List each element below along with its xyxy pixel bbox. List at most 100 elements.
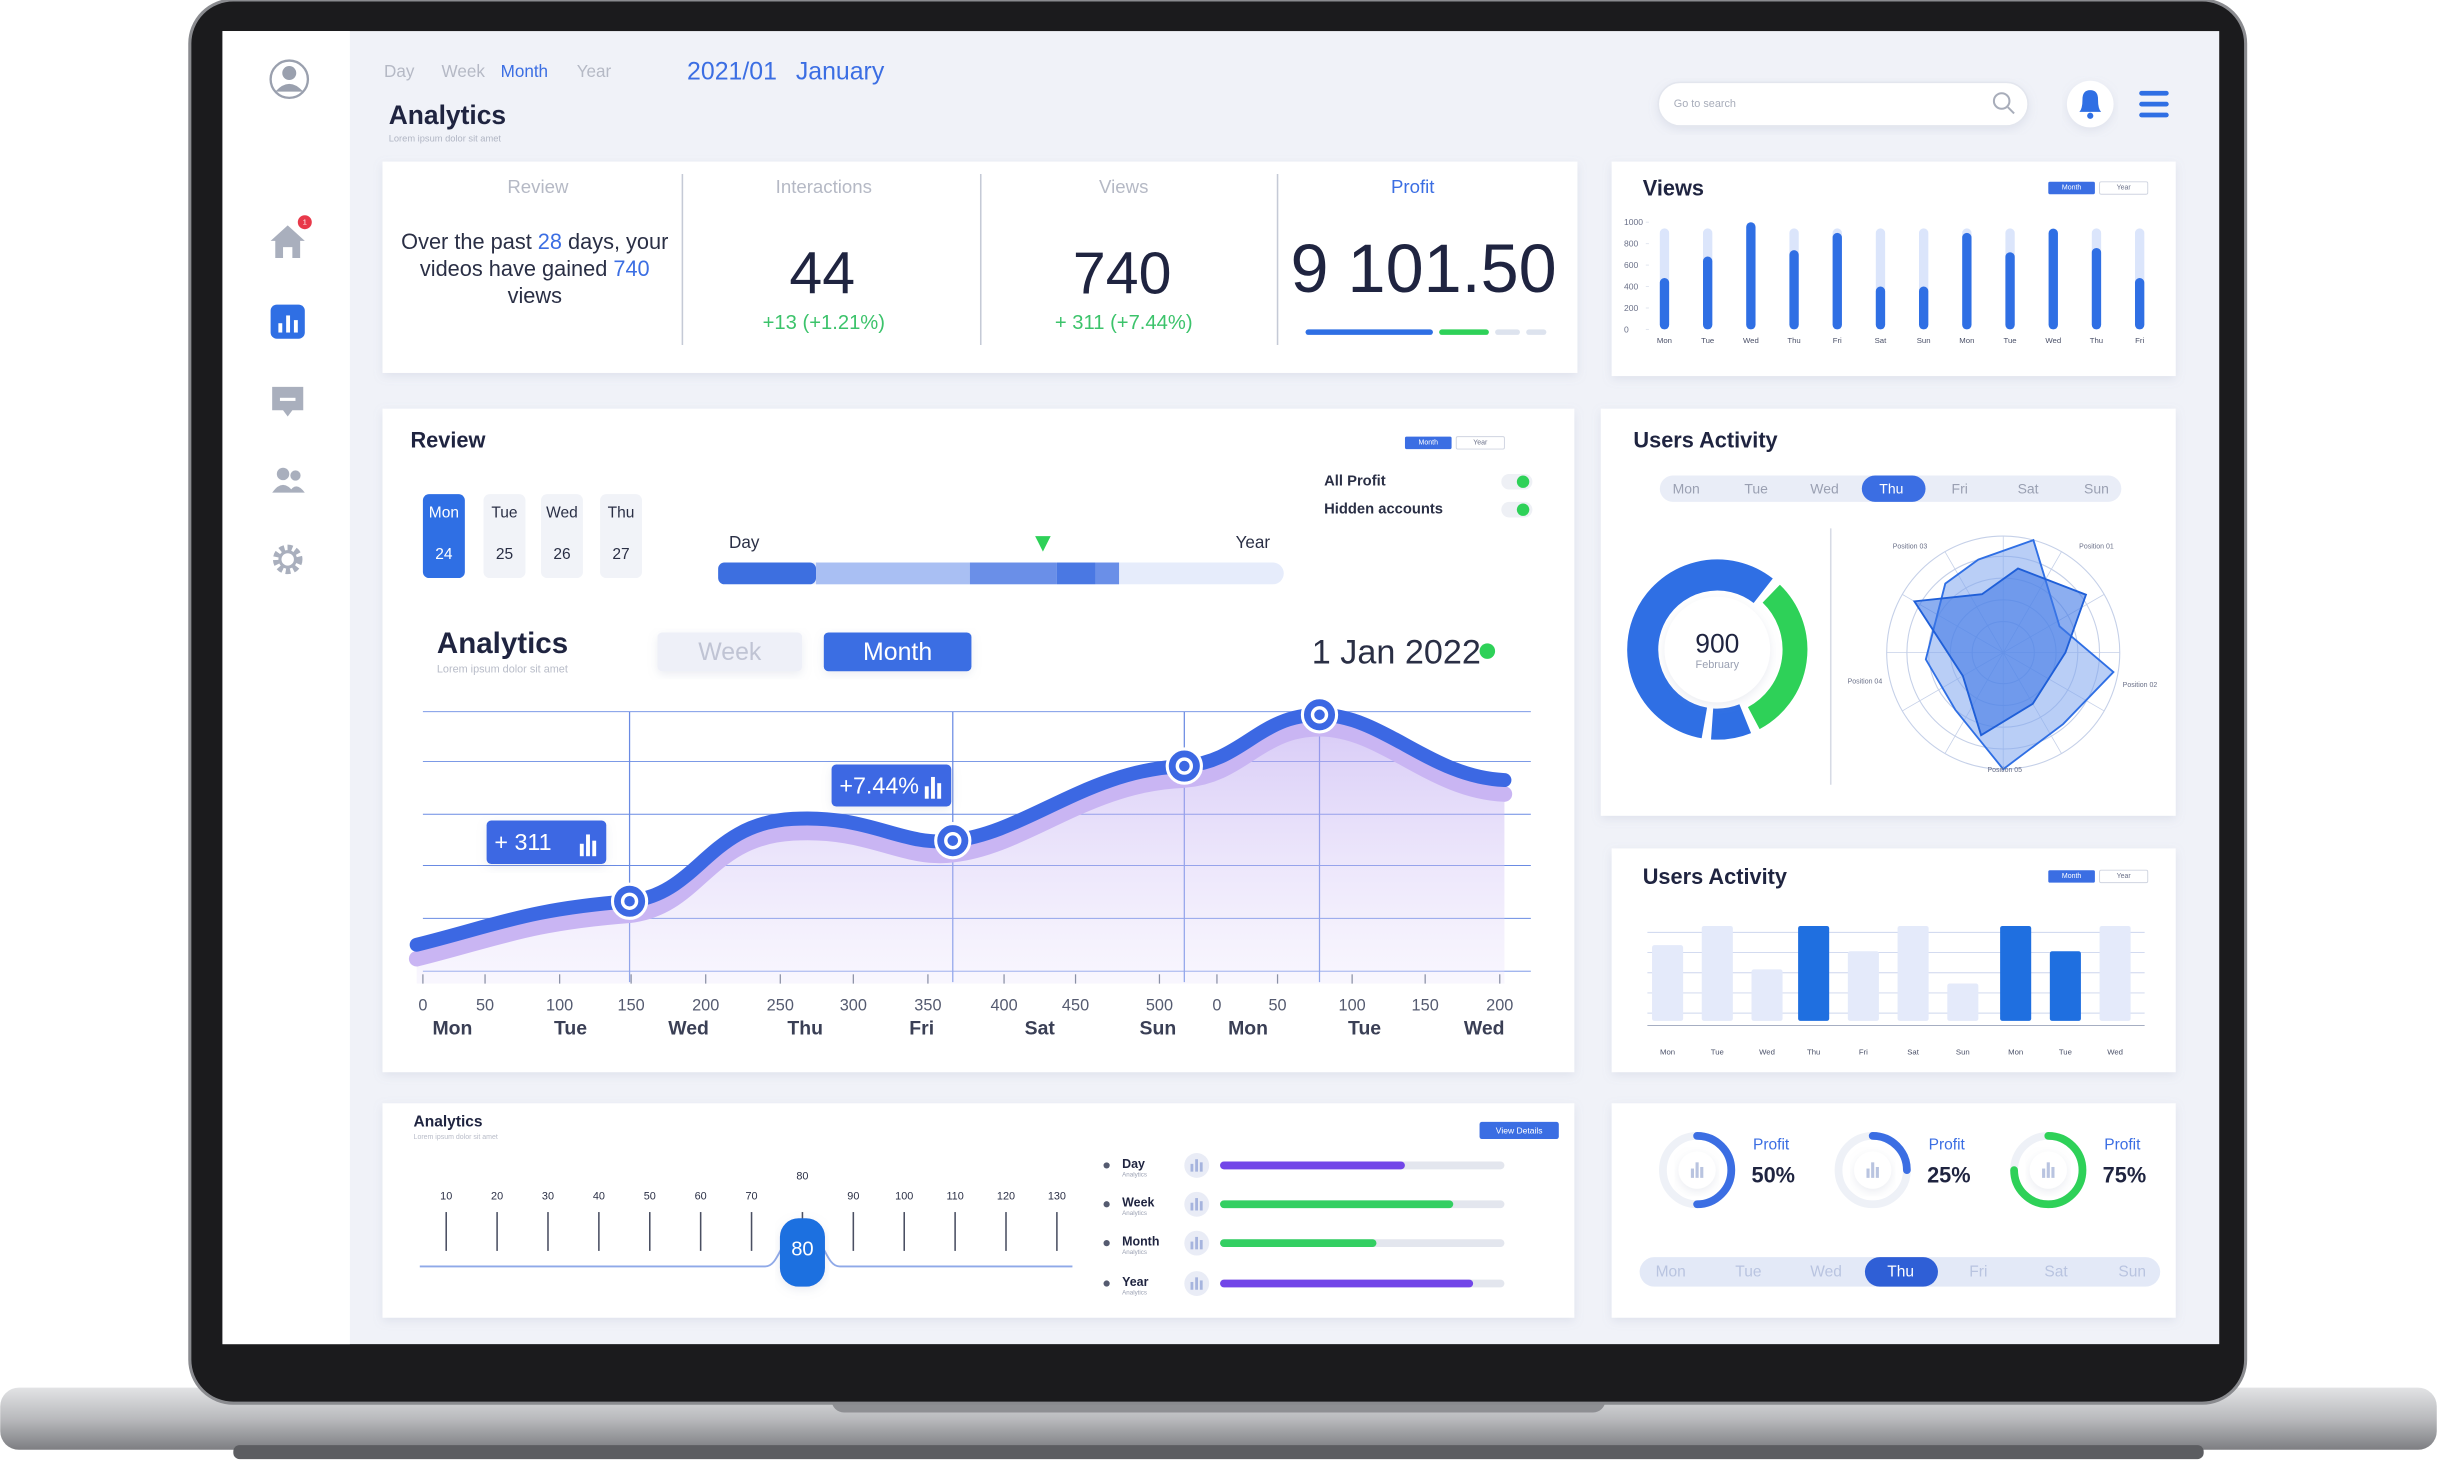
message-icon[interactable] <box>272 386 304 417</box>
tab-button[interactable] <box>823 632 972 672</box>
bar <box>1789 250 1799 330</box>
switch-knob <box>1516 503 1530 516</box>
range-segment <box>969 562 1057 585</box>
ruler-label: 20 <box>491 1191 503 1203</box>
day-label: Tue <box>1348 1018 1381 1040</box>
chart-marker[interactable] <box>610 882 649 920</box>
range-pointer[interactable] <box>1035 536 1051 552</box>
toggle-on[interactable] <box>2048 870 2095 883</box>
x-tick-label: Tue <box>2059 1047 2072 1056</box>
day-pill[interactable] <box>483 494 526 579</box>
x-tick-label: Wed <box>1759 1047 1775 1056</box>
radar-label: Position 04 <box>1848 679 1883 686</box>
x-tick-label: 0 <box>1212 996 1221 1014</box>
row-icon-bar <box>1199 1280 1203 1290</box>
toggle-label: Month <box>2062 873 2082 880</box>
x-tick-label: 450 <box>1062 996 1089 1014</box>
bar <box>1652 945 1684 1021</box>
period-tab[interactable]: Week <box>442 62 486 81</box>
day-label: Sun <box>1140 1018 1177 1040</box>
page-title: Analytics <box>389 100 506 130</box>
stat-value: 44 <box>789 240 855 306</box>
row-icon-bar <box>1199 1162 1203 1172</box>
x-tick-label: 150 <box>1412 996 1439 1014</box>
toggle-off[interactable] <box>2099 181 2149 195</box>
bar <box>1847 951 1879 1021</box>
row-sublabel: Analytics <box>1122 1249 1147 1256</box>
period-tab[interactable]: Month <box>501 62 548 81</box>
period-tab[interactable]: Year <box>577 62 612 81</box>
day-label: Sat <box>1025 1018 1056 1040</box>
progress-bar <box>1220 1239 1377 1248</box>
day-label: Wed <box>668 1018 709 1040</box>
day-option[interactable]: Mon <box>1656 1263 1686 1280</box>
chart-marker[interactable] <box>1300 696 1339 734</box>
bar <box>1962 232 1972 330</box>
row-label: Month <box>1122 1235 1159 1249</box>
chart-date: 1 Jan 2022 <box>1312 634 1481 672</box>
x-tick-label: Sun <box>1956 1047 1970 1056</box>
x-tick-label: Sat <box>1907 1047 1919 1056</box>
day-label: Tue <box>554 1018 587 1040</box>
toggle-off[interactable] <box>2099 869 2149 884</box>
home-icon[interactable] <box>270 225 305 258</box>
bar <box>2049 951 2081 1021</box>
x-tick-label: Tue <box>2004 336 2017 345</box>
card-title: Users Activity <box>1643 864 1787 889</box>
chart-marker[interactable] <box>934 822 972 860</box>
bar <box>1897 925 1929 1021</box>
users-icon-head[interactable] <box>276 467 290 481</box>
day-option[interactable]: Mon <box>1673 481 1700 497</box>
callout-icon-bar <box>931 776 935 799</box>
day-option[interactable]: Sun <box>2084 481 2109 497</box>
x-tick-label: 200 <box>1486 996 1513 1014</box>
search-box[interactable] <box>1657 81 2029 127</box>
day-option[interactable]: Sat <box>2044 1263 2068 1280</box>
period-tab[interactable]: Day <box>384 62 415 81</box>
chart-marker-ring <box>944 831 962 850</box>
day-option[interactable]: Wed <box>1810 481 1838 497</box>
day-option[interactable]: Thu <box>1879 481 1903 497</box>
row-icon-bar <box>1195 1198 1198 1211</box>
details-button[interactable] <box>1479 1121 1559 1140</box>
page-subtitle: Lorem ipsum dolor sit amet <box>389 133 502 143</box>
bar <box>1798 925 1830 1021</box>
day-pill[interactable] <box>600 494 642 579</box>
ruler-knob[interactable] <box>779 1218 825 1287</box>
chart-marker[interactable] <box>1165 747 1203 785</box>
avatar-icon <box>269 59 310 100</box>
stat-value: 9 101.50 <box>1291 231 1557 307</box>
x-tick-label: Thu <box>2090 336 2103 345</box>
x-tick-label: 150 <box>618 996 645 1014</box>
card-title: Review <box>410 427 485 452</box>
toggle-on[interactable] <box>2048 181 2095 195</box>
day-label: Wed <box>1464 1018 1505 1040</box>
day-date: 24 <box>435 546 453 563</box>
x-tick-label: 350 <box>914 996 941 1014</box>
day-label: Thu <box>787 1018 823 1040</box>
tab-label: Month <box>863 638 932 666</box>
toggle-on[interactable] <box>1404 436 1452 450</box>
day-option[interactable]: Fri <box>1969 1263 1987 1280</box>
laptop-foot <box>233 1445 2204 1460</box>
review-text-part: 740 <box>613 256 649 281</box>
day-pill[interactable] <box>422 494 465 579</box>
profit-progress <box>1495 329 1520 335</box>
day-option[interactable]: Sun <box>2118 1263 2146 1280</box>
range-label: Day <box>729 533 760 552</box>
day-option[interactable]: Thu <box>1887 1263 1914 1280</box>
y-tick-label: 0 <box>1624 324 1629 334</box>
day-option[interactable]: Tue <box>1744 481 1768 497</box>
day-pill[interactable] <box>540 494 583 579</box>
toggle-off[interactable] <box>1455 436 1505 450</box>
day-option[interactable]: Wed <box>1810 1263 1842 1280</box>
day-option[interactable]: Fri <box>1952 481 1968 497</box>
day-option[interactable]: Tue <box>1735 1263 1761 1280</box>
ruler-label: 40 <box>593 1191 605 1203</box>
callout-icon-bar <box>592 840 597 857</box>
bullet <box>1103 1240 1110 1247</box>
x-tick-label: 0 <box>418 996 427 1014</box>
tab-button[interactable] <box>657 632 803 672</box>
day-option[interactable]: Sat <box>2018 481 2039 497</box>
settings-icon[interactable] <box>272 544 303 575</box>
